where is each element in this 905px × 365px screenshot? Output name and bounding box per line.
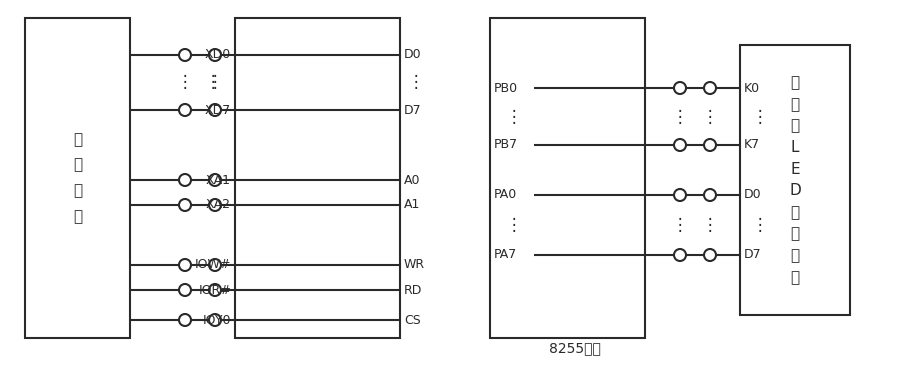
Circle shape [209,199,221,211]
Text: IOR#: IOR# [198,284,231,296]
Circle shape [674,139,686,151]
Text: 开
关
及
L
E
D
显
示
单
元: 开 关 及 L E D 显 示 单 元 [789,75,801,285]
Circle shape [209,174,221,186]
Text: ⋮: ⋮ [205,73,222,91]
Text: A1: A1 [404,199,421,211]
Circle shape [179,199,191,211]
Text: ⋮: ⋮ [176,73,194,91]
Text: ⋮: ⋮ [506,216,522,234]
Circle shape [704,189,716,201]
Text: IOY0: IOY0 [203,314,231,327]
Circle shape [179,174,191,186]
Circle shape [209,104,221,116]
Text: 8255单元: 8255单元 [549,341,601,355]
Circle shape [179,104,191,116]
Text: D7: D7 [744,249,762,261]
Bar [740,45,850,315]
Text: 系
统
总
线: 系 统 总 线 [73,132,82,224]
Text: ⋮: ⋮ [672,216,689,234]
Bar [490,18,645,338]
Circle shape [209,314,221,326]
Text: PB7: PB7 [494,138,519,151]
Text: K0: K0 [744,81,760,95]
Text: D0: D0 [404,49,422,61]
Circle shape [209,259,221,271]
Text: K7: K7 [744,138,760,151]
Circle shape [179,49,191,61]
Text: ⋮: ⋮ [752,216,768,234]
Circle shape [674,82,686,94]
Text: ⋮: ⋮ [206,73,224,91]
Circle shape [209,49,221,61]
Text: CS: CS [404,314,421,327]
Text: PA7: PA7 [494,249,518,261]
Circle shape [704,249,716,261]
Circle shape [704,82,716,94]
Text: XD0: XD0 [205,49,231,61]
Text: ⋮: ⋮ [672,108,689,126]
Circle shape [179,314,191,326]
Text: D0: D0 [744,188,762,201]
Bar [235,18,400,338]
Circle shape [209,284,221,296]
Circle shape [704,139,716,151]
Text: ⋮: ⋮ [701,108,719,126]
Text: ⋮: ⋮ [407,73,424,91]
Text: D7: D7 [404,104,422,116]
Circle shape [674,249,686,261]
Text: PB0: PB0 [494,81,519,95]
Text: WR: WR [404,258,425,272]
Text: XA2: XA2 [206,199,231,211]
Text: ⋮: ⋮ [506,108,522,126]
Text: IOW#: IOW# [195,258,231,272]
Text: XA1: XA1 [206,173,231,187]
Text: PA0: PA0 [494,188,518,201]
Circle shape [179,284,191,296]
Text: XD7: XD7 [205,104,231,116]
Text: A0: A0 [404,173,421,187]
Circle shape [674,189,686,201]
Text: ⋮: ⋮ [752,108,768,126]
Text: RD: RD [404,284,423,296]
Circle shape [179,259,191,271]
Bar [25,18,130,338]
Text: ⋮: ⋮ [701,216,719,234]
